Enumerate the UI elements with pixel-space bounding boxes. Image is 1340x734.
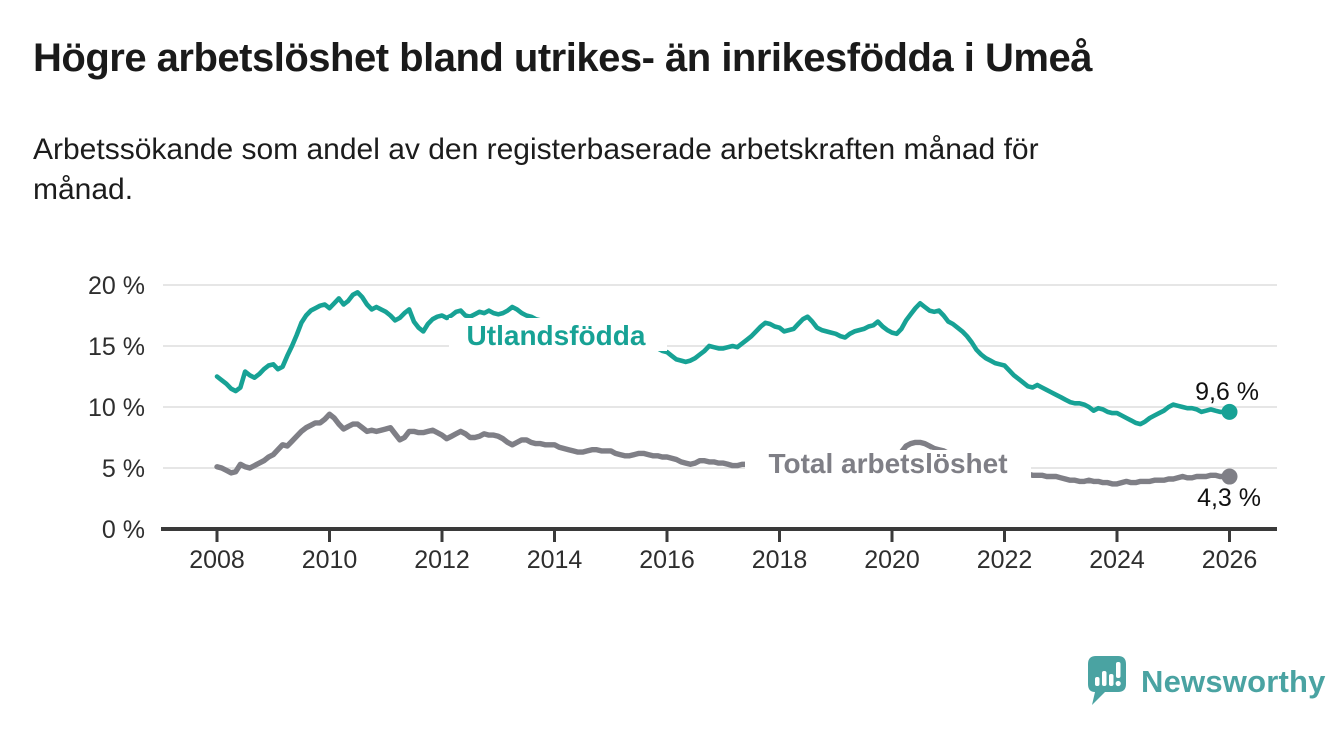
end-dot-utlandsfodda xyxy=(1221,403,1238,420)
end-dot-total xyxy=(1221,468,1238,485)
x-tick-label-2020: 2020 xyxy=(864,546,920,574)
bar-icon-small xyxy=(1095,677,1100,686)
series-label-masks xyxy=(449,318,1031,480)
x-axis xyxy=(161,527,1277,542)
series-label-total-arbetsloshet: Total arbetslöshet xyxy=(768,448,1007,479)
series-label-utlandsfodda: Utlandsfödda xyxy=(467,320,646,351)
x-tick-label-2026: 2026 xyxy=(1202,546,1258,574)
data-series xyxy=(214,289,1238,487)
x-axis-tick-labels: 2008 2010 2012 2014 2016 2018 2020 2022 2024 2026 xyxy=(189,546,1257,574)
exclamation-stem xyxy=(1116,662,1121,678)
y-tick-label-0pct: 0 % xyxy=(102,516,145,544)
chart-subtitle: Arbetssökande som andel av den registerb… xyxy=(33,133,1039,206)
end-value-total-arbetsloshet: 4,3 % xyxy=(1197,484,1261,512)
x-tick-label-2008: 2008 xyxy=(189,546,245,574)
series-line-utlandsfodda xyxy=(214,289,1232,427)
x-tick-label-2012: 2012 xyxy=(414,546,470,574)
bar-icon-medium xyxy=(1102,671,1107,686)
x-tick-label-2022: 2022 xyxy=(977,546,1033,574)
y-tick-label-15pct: 15 % xyxy=(88,333,145,361)
newsworthy-wordmark: Newsworthy xyxy=(1141,663,1326,699)
series-line-total xyxy=(214,411,1233,487)
exclamation-dot xyxy=(1115,680,1121,687)
x-tick-label-2018: 2018 xyxy=(752,546,808,574)
x-tick-label-2010: 2010 xyxy=(302,546,358,574)
label-mask-1 xyxy=(745,450,1031,480)
gridlines xyxy=(163,284,1277,469)
bar-icon-large xyxy=(1109,674,1114,686)
y-axis-tick-labels: 0 % 5 % 10 % 15 % 20 % xyxy=(88,272,145,544)
newsworthy-bubble-chart-icon xyxy=(1088,656,1126,705)
newsworthy-logo: Newsworthy xyxy=(1086,655,1326,707)
x-tick-label-2024: 2024 xyxy=(1089,546,1145,574)
label-mask-0 xyxy=(449,318,667,351)
y-tick-label-20pct: 20 % xyxy=(88,272,145,300)
x-tick-label-2016: 2016 xyxy=(639,546,695,574)
x-tick-label-2014: 2014 xyxy=(527,546,583,574)
y-tick-label-10pct: 10 % xyxy=(88,394,145,422)
chart-title: Högre arbetslöshet bland utrikes- än inr… xyxy=(33,36,1092,80)
y-tick-label-5pct: 5 % xyxy=(102,455,145,483)
end-value-utlandsfodda: 9,6 % xyxy=(1195,378,1259,406)
